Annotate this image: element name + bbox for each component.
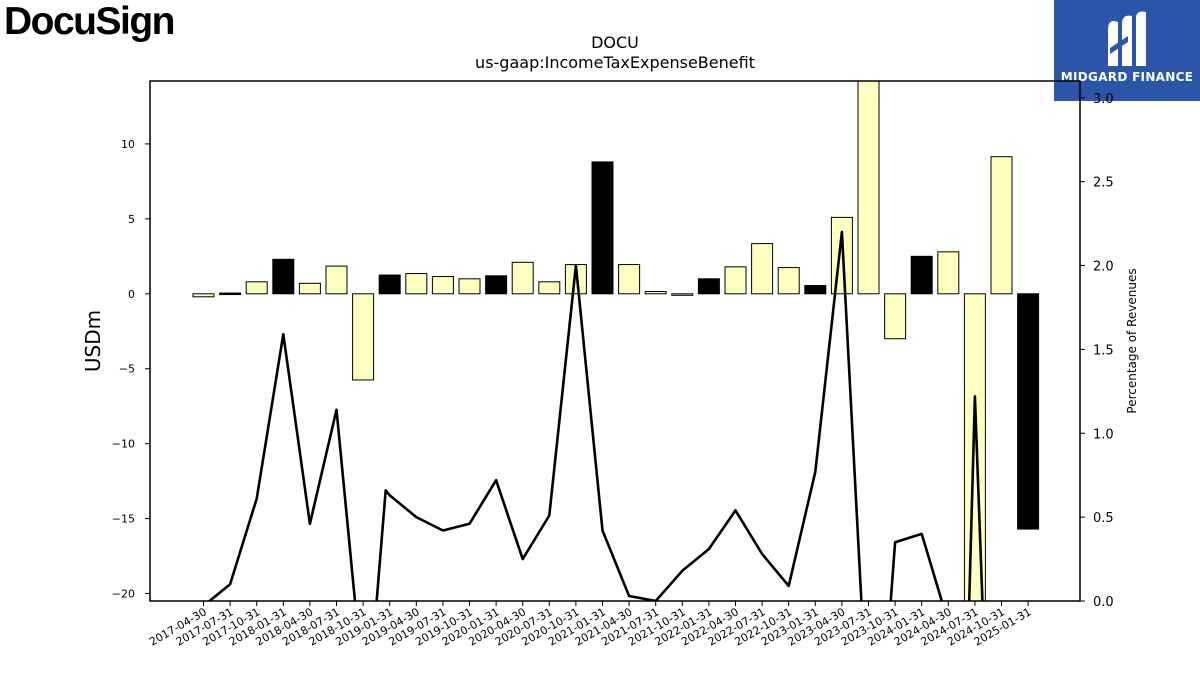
y-tick-label: 5 — [128, 213, 135, 226]
bar-2023-10-31 — [884, 293, 907, 340]
y-tick-label: −10 — [112, 438, 135, 451]
midgard-emblem-icon — [1108, 11, 1146, 67]
bar-2018-04-30 — [298, 282, 321, 295]
bar-2022-04-30 — [724, 266, 747, 295]
bar-2019-04-30 — [405, 273, 428, 295]
y2-tick-label: 0.0 — [1093, 595, 1114, 610]
chart-title: DOCU — [591, 33, 639, 52]
y2-axis-label: Percentage of Revenues — [1125, 268, 1139, 413]
revenue-percentage-line — [207, 230, 984, 601]
left-axis: −20 −15 −10 −5 0 5 10 — [112, 138, 150, 601]
bar-2025-01-31 — [1017, 293, 1040, 530]
bar-2023-01-31 — [804, 285, 827, 295]
y-tick-label: −15 — [112, 513, 135, 526]
bar-2021-04-30 — [618, 264, 641, 295]
y-axis-label: USDm — [81, 310, 105, 372]
bar-2021-07-31 — [644, 291, 667, 295]
bars-layer — [192, 80, 1040, 602]
bar-2021-10-31 — [671, 293, 694, 296]
bar-2018-01-31 — [272, 258, 295, 295]
docusign-logo: DocuSign — [4, 0, 176, 43]
bar-2022-10-31 — [777, 267, 800, 295]
bar-2019-01-31 — [378, 274, 401, 295]
y2-tick-label: 3.0 — [1093, 92, 1114, 107]
bar-2019-07-31 — [431, 276, 454, 295]
bar-2022-01-31 — [697, 278, 720, 295]
y2-tick-label: 1.0 — [1093, 427, 1114, 442]
y-tick-label: 0 — [128, 288, 135, 301]
bar-2021-01-31 — [591, 161, 614, 295]
x-axis: 2017-04-302017-07-312017-10-312018-01-31… — [147, 601, 1034, 649]
bar-2017-07-31 — [219, 292, 242, 296]
midgard-logo-text: MIDGARD FINANCE — [1060, 70, 1194, 84]
y-tick-label: 10 — [121, 138, 135, 151]
y2-tick-label: 1.5 — [1093, 343, 1114, 358]
y2-tick-label: 2.0 — [1093, 260, 1114, 275]
y-tick-label: −20 — [112, 588, 135, 601]
bar-2024-01-31 — [910, 255, 933, 295]
bar-2018-07-31 — [325, 265, 348, 295]
midgard-finance-logo: MIDGARD FINANCE — [1054, 0, 1200, 101]
bar-2020-04-30 — [511, 261, 534, 295]
bar-2017-04-30 — [192, 293, 215, 298]
bar-2022-07-31 — [751, 243, 774, 295]
bar-2018-10-31 — [352, 293, 375, 381]
bar-2024-10-31 — [990, 156, 1013, 295]
y2-tick-label: 0.5 — [1093, 511, 1114, 526]
plot-frame — [149, 80, 1081, 602]
bar-2020-01-31 — [485, 275, 508, 295]
line-layer — [207, 230, 984, 601]
bar-2024-04-30 — [937, 251, 960, 295]
bar-2017-10-31 — [245, 281, 268, 295]
bar-2019-10-31 — [458, 278, 481, 295]
right-axis: 0.0 0.5 1.0 1.5 2.0 2.5 3.0 — [1080, 92, 1114, 610]
bar-2023-07-31 — [857, 80, 880, 295]
y2-tick-label: 2.5 — [1093, 176, 1114, 191]
chart-subtitle: us-gaap:IncomeTaxExpenseBenefit — [475, 53, 755, 72]
bar-2020-07-31 — [538, 281, 561, 295]
y-tick-label: −5 — [119, 363, 135, 376]
bar-2024-07-31 — [963, 293, 986, 602]
